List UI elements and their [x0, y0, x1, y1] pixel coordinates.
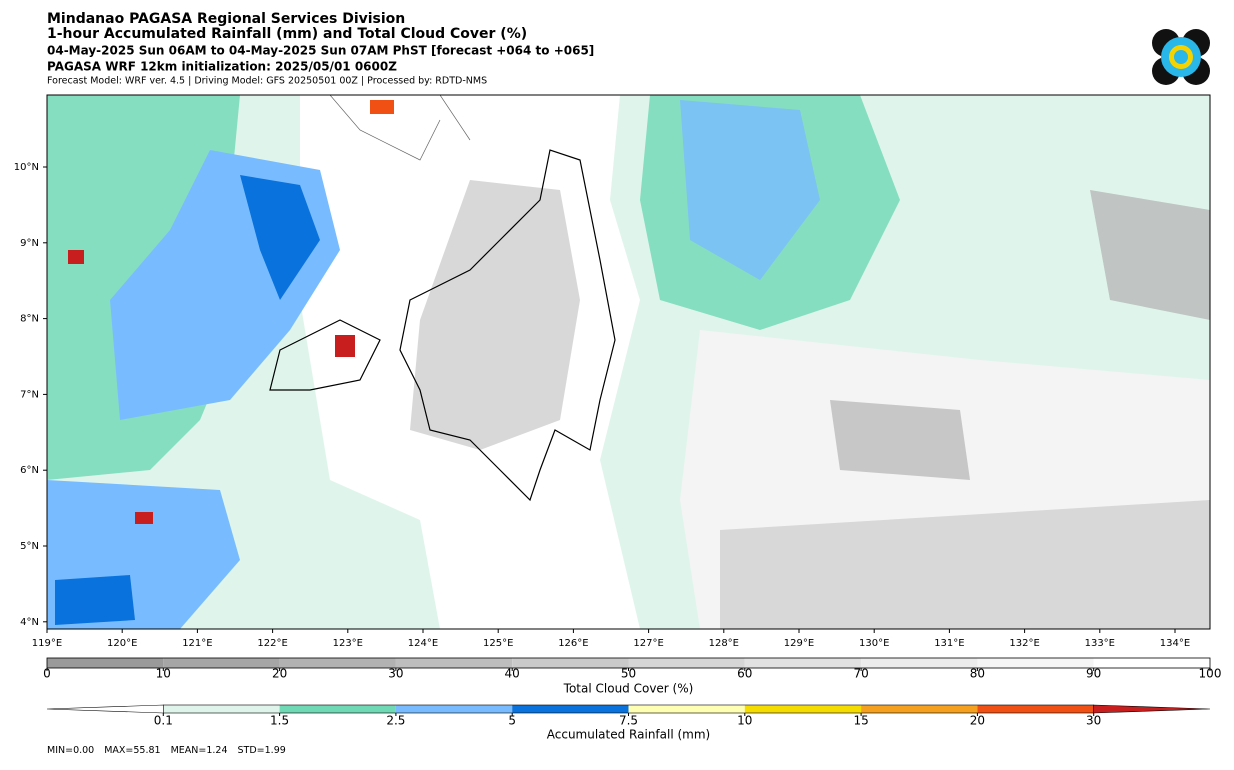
lat-label: 10°N: [14, 162, 39, 173]
lon-label: 127°E: [633, 638, 663, 649]
rain-bin: [744, 705, 862, 713]
model-info: Forecast Model: WRF ver. 4.5 | Driving M…: [47, 76, 487, 87]
cloud-tick-label: 80: [970, 667, 985, 681]
cloud-tick-label: 90: [1086, 667, 1101, 681]
lat-label: 8°N: [20, 314, 39, 325]
rain-tick-label: 5: [508, 714, 516, 728]
cloud-tick-label: 70: [853, 667, 868, 681]
lon-label: 129°E: [784, 638, 814, 649]
lon-label: 133°E: [1085, 638, 1115, 649]
cloud-bin: [1093, 658, 1210, 668]
lat-label: 5°N: [20, 541, 39, 552]
rain-bin: [395, 705, 513, 713]
rain-bin: [163, 705, 280, 713]
lon-label: 128°E: [709, 638, 739, 649]
rain-bin: [861, 705, 978, 713]
cloud-bin: [512, 658, 629, 668]
lat-label: 4°N: [20, 617, 39, 628]
lon-label: 132°E: [1009, 638, 1039, 649]
stat: MEAN=1.24: [171, 745, 228, 756]
stats: MIN=0.00 MAX=55.81 MEAN=1.24 STD=1.99: [47, 745, 286, 756]
rain-tick-label: 30: [1086, 714, 1101, 728]
title: 1-hour Accumulated Rainfall (mm) and Tot…: [47, 26, 527, 42]
lon-label: 125°E: [483, 638, 513, 649]
stat: MIN=0.00: [47, 745, 94, 756]
rain-tick-label: 20: [970, 714, 985, 728]
lon-label: 123°E: [333, 638, 363, 649]
rain-bin: [628, 705, 745, 713]
lon-label: 120°E: [107, 638, 137, 649]
lon-label: 130°E: [859, 638, 889, 649]
cloud-tick-label: 30: [388, 667, 403, 681]
lon-label: 119°E: [32, 638, 62, 649]
cloud-tick-label: 100: [1199, 667, 1222, 681]
cloud-bin: [395, 658, 513, 668]
lat-label: 7°N: [20, 389, 39, 400]
rain-bin: [512, 705, 629, 713]
stat: MAX=55.81: [104, 745, 160, 756]
stat: STD=1.99: [238, 745, 286, 756]
rain-tick-label: 1.5: [270, 714, 289, 728]
cloud-bin: [47, 658, 164, 668]
cloud-bin: [628, 658, 745, 668]
rain-bin: [977, 705, 1094, 713]
cloud-tick-label: 10: [156, 667, 171, 681]
cloud-bar-title: Total Cloud Cover (%): [563, 682, 694, 696]
lon-label: 126°E: [558, 638, 588, 649]
rain-bin: [279, 705, 396, 713]
cloud-tick-label: 60: [737, 667, 752, 681]
lat-label: 9°N: [20, 238, 39, 249]
cloud-bin: [977, 658, 1094, 668]
map-frame: [46, 94, 1211, 630]
lat-label: 6°N: [20, 465, 39, 476]
map-field: [47, 95, 1210, 629]
rain-tick-label: 15: [853, 714, 868, 728]
rain-tick-label: 2.5: [386, 714, 405, 728]
rain-tick-label: 7.5: [619, 714, 638, 728]
logo: [1152, 29, 1210, 85]
lon-label: 121°E: [182, 638, 212, 649]
cloud-bin: [163, 658, 280, 668]
lon-label: 131°E: [934, 638, 964, 649]
cloud-bin: [279, 658, 396, 668]
rain-tick-label: 0.1: [154, 714, 173, 728]
cloud-bin: [744, 658, 862, 668]
rain-over: [1093, 704, 1211, 714]
lon-label: 124°E: [408, 638, 438, 649]
cloud-bin: [861, 658, 978, 668]
cloud-tick-label: 40: [505, 667, 520, 681]
init: PAGASA WRF 12km initialization: 2025/05/…: [47, 60, 397, 74]
cloud-tick-label: 50: [621, 667, 636, 681]
agency: Mindanao PAGASA Regional Services Divisi…: [47, 11, 405, 27]
rain-bar-title: Accumulated Rainfall (mm): [547, 728, 710, 742]
rain-tick-label: 10: [737, 714, 752, 728]
rain-under: [46, 704, 164, 714]
period: 04-May-2025 Sun 06AM to 04-May-2025 Sun …: [47, 44, 594, 58]
cloud-tick-label: 20: [272, 667, 287, 681]
cloud-tick-label: 0: [43, 667, 51, 681]
lon-label: 134°E: [1160, 638, 1190, 649]
lon-label: 122°E: [257, 638, 287, 649]
